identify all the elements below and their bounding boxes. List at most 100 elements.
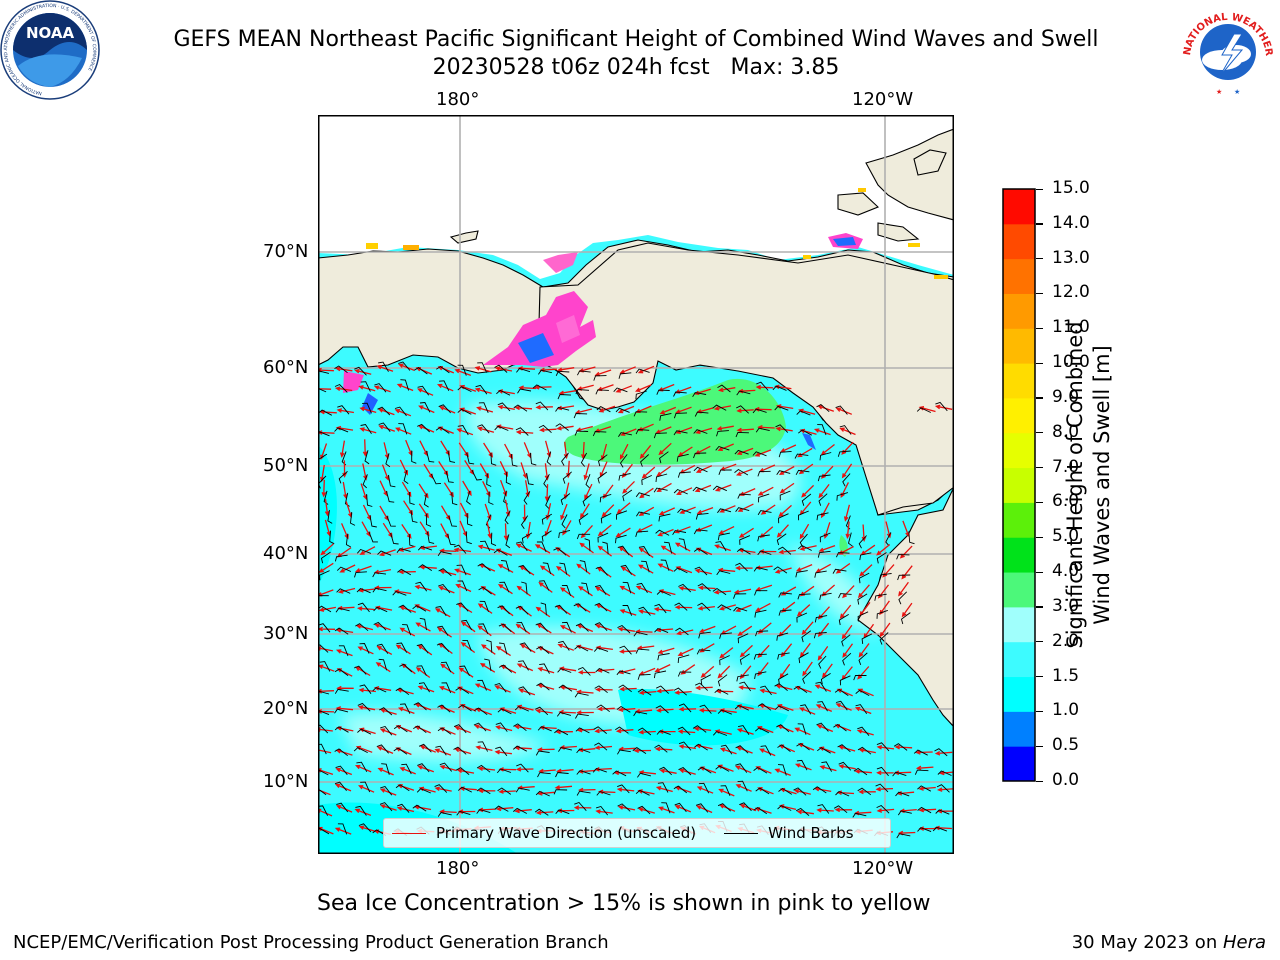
wave-direction-arrow <box>638 690 657 696</box>
wave-direction-arrow <box>843 504 851 522</box>
wind-barb <box>595 566 608 576</box>
wind-barb <box>755 427 770 433</box>
wave-direction-arrow <box>859 564 873 577</box>
wind-barb <box>677 508 692 514</box>
wind-barb <box>876 766 889 777</box>
wind-barb <box>409 491 415 506</box>
wind-barb <box>735 507 750 512</box>
wind-barb <box>661 802 671 814</box>
wave-direction-arrow <box>355 764 372 773</box>
wave-direction-arrow <box>559 625 576 634</box>
wind-barb <box>318 595 329 597</box>
wind-barb <box>777 744 791 752</box>
colorbar-tick-mark <box>1036 780 1043 782</box>
wave-direction-arrow <box>335 425 354 431</box>
wind-barb <box>885 532 892 547</box>
wave-direction-arrow <box>658 589 676 596</box>
wind-barb <box>637 772 652 778</box>
wind-barb <box>760 745 772 756</box>
wave-direction-arrow <box>713 405 732 411</box>
wind-barb <box>618 432 632 438</box>
wind-barb <box>753 766 768 774</box>
svg-text:★: ★ <box>1234 88 1240 96</box>
wind-barb <box>694 566 708 576</box>
wave-direction-arrow <box>737 503 754 512</box>
wind-barb <box>362 402 372 414</box>
wave-direction-arrow <box>736 468 753 476</box>
wind-barb <box>393 725 408 733</box>
wind-barb <box>879 573 892 580</box>
wind-barb <box>917 785 932 792</box>
wind-barb <box>655 529 670 536</box>
wind-barb <box>495 746 508 757</box>
wave-direction-arrow <box>657 647 675 655</box>
wind-barb <box>513 807 528 814</box>
wind-barb <box>455 686 470 694</box>
wave-direction-arrow <box>534 384 552 390</box>
wave-direction-arrow <box>616 502 631 514</box>
wave-direction-arrow <box>879 622 891 638</box>
wind-barb <box>673 567 688 574</box>
wave-direction-arrow <box>576 727 595 733</box>
wind-barb <box>712 485 727 492</box>
wave-direction-arrow <box>486 521 493 539</box>
wind-barb <box>425 513 432 527</box>
wind-barb <box>753 653 767 660</box>
wave-direction-arrow <box>801 484 815 498</box>
wave-direction-arrow <box>601 504 615 518</box>
wave-direction-arrow <box>696 506 714 515</box>
wave-direction-arrow <box>617 405 635 414</box>
wind-barb <box>753 566 768 572</box>
wave-direction-arrow <box>417 388 434 396</box>
wind-barb <box>777 546 792 555</box>
wind-barb <box>457 408 472 415</box>
wind-barb <box>633 631 648 637</box>
wind-barb <box>739 802 752 812</box>
wave-direction-arrow <box>556 768 574 774</box>
wind-barb <box>471 469 482 481</box>
colorbar-tick-mark <box>1036 188 1043 190</box>
noaa-logo: NOAA NATIONAL OCEANIC AND ATMOSPHERIC AD… <box>0 0 100 100</box>
wind-barb <box>516 621 527 633</box>
wind-barb <box>635 429 650 435</box>
wind-barb <box>368 531 378 543</box>
wind-barb <box>453 544 467 554</box>
wind-barb <box>561 621 572 633</box>
wave-direction-arrow <box>357 606 375 611</box>
wave-direction-arrow <box>514 808 532 814</box>
wave-direction-arrow <box>679 506 696 514</box>
wave-direction-arrow <box>619 585 636 595</box>
wind-barb <box>466 513 473 527</box>
wind-barb <box>478 402 489 413</box>
wind-barb <box>318 387 327 393</box>
wave-direction-arrow <box>539 565 555 577</box>
wave-direction-arrow <box>619 366 636 374</box>
wave-direction-arrow <box>674 804 692 813</box>
wind-barb <box>858 572 870 584</box>
wave-direction-arrow <box>515 623 531 635</box>
wind-barb <box>832 568 847 574</box>
wind-barb <box>416 788 431 794</box>
wave-direction-arrow <box>520 462 528 480</box>
wave-direction-arrow <box>835 562 851 574</box>
wave-direction-arrow <box>597 706 615 712</box>
wind-barb <box>801 630 812 643</box>
wind-barb <box>335 765 348 775</box>
wave-direction-arrow <box>778 465 795 476</box>
wave-direction-arrow <box>615 728 634 734</box>
wind-barb <box>796 742 810 751</box>
wind-barb <box>334 708 349 714</box>
wave-direction-arrow <box>376 364 394 372</box>
wave-direction-arrow <box>437 627 452 638</box>
wind-barb <box>597 454 608 467</box>
wind-barb <box>536 646 550 654</box>
wind-barb <box>734 468 749 476</box>
wind-barb <box>752 408 767 414</box>
wave-direction-arrow <box>520 643 536 654</box>
colorbar-tick-label: 10.0 <box>1052 352 1090 373</box>
wind-barb <box>653 432 667 439</box>
wind-barb <box>715 445 730 451</box>
wave-direction-arrow <box>419 564 437 570</box>
wave-direction-arrow <box>677 647 694 656</box>
wave-direction-arrow <box>320 543 334 556</box>
